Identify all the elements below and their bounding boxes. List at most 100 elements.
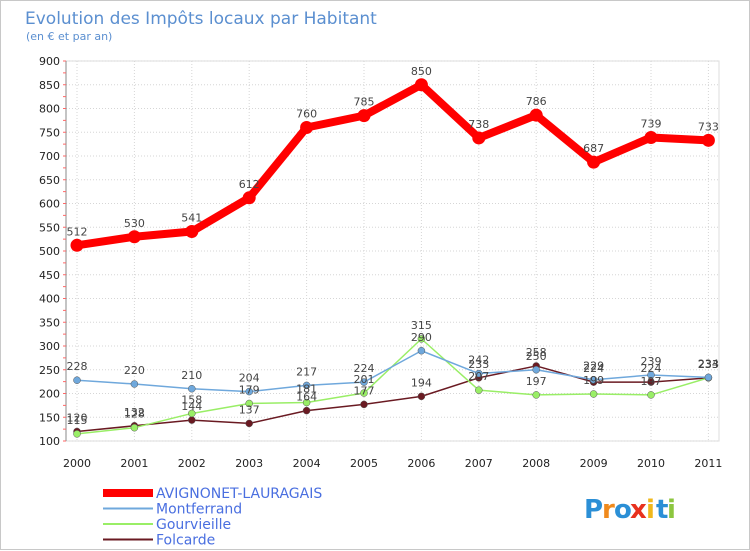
series-avignonet-lauragais	[70, 78, 715, 252]
data-point	[300, 121, 314, 134]
brand-letter: t	[656, 495, 668, 525]
data-label: 512	[67, 225, 88, 238]
data-point	[357, 109, 371, 123]
data-label: 530	[124, 217, 145, 230]
x-tick-label: 2000	[63, 457, 91, 470]
data-point	[529, 108, 543, 122]
data-label: 738	[468, 118, 489, 131]
data-point	[587, 155, 601, 169]
data-point	[647, 391, 655, 399]
brand-letter: i	[667, 495, 676, 525]
axes: 100 150 200 250 300 350 400 450 500 550 600 650 700 7…	[39, 55, 722, 470]
y-tick-label: 200	[39, 388, 60, 401]
data-point	[302, 381, 311, 390]
data-label: 220	[124, 364, 145, 377]
data-label: 612	[239, 178, 260, 191]
data-label: 204	[239, 372, 260, 385]
data-label: 120	[67, 412, 88, 425]
legend: AVIGNONET-LAURAGAISMontferrandGourvieill…	[103, 486, 322, 549]
data-point	[704, 373, 713, 382]
legend-label: AVIGNONET-LAURAGAIS	[156, 486, 322, 502]
data-point	[589, 375, 598, 384]
data-point	[127, 230, 141, 244]
data-label: 786	[526, 95, 547, 108]
proxiti-logo: Pr ox i ti	[584, 495, 676, 525]
data-point	[417, 347, 426, 355]
y-tick-label: 250	[39, 364, 60, 377]
y-tick-label: 500	[39, 245, 60, 258]
data-label: 115	[67, 414, 88, 427]
data-label: 687	[583, 142, 604, 155]
data-point	[73, 430, 81, 438]
data-label: 234	[698, 357, 719, 370]
data-label: 229	[583, 360, 604, 373]
data-label: 144	[181, 400, 202, 413]
x-tick-label: 2006	[407, 457, 435, 470]
y-tick-label: 100	[39, 435, 60, 448]
x-tick-label: 2002	[178, 457, 206, 470]
y-tick-label: 700	[39, 150, 60, 163]
x-tick-label: 2004	[293, 457, 321, 470]
x-tick-label: 2011	[694, 457, 722, 470]
y-tick-label: 350	[39, 316, 60, 329]
data-point	[242, 191, 256, 205]
brand-letter: r	[602, 495, 615, 525]
data-label: 233	[698, 358, 719, 371]
data-label: 177	[354, 384, 375, 397]
x-tick-label: 2008	[522, 457, 550, 470]
brand-letter: o	[614, 495, 632, 525]
data-label: 197	[526, 375, 547, 388]
data-label: 233	[698, 358, 719, 371]
data-label: 132	[124, 406, 145, 419]
data-point	[360, 389, 368, 397]
data-point	[360, 400, 368, 409]
data-point	[417, 335, 426, 343]
y-tick-label: 150	[39, 411, 60, 424]
data-point	[475, 369, 483, 378]
y-tick-label: 550	[39, 221, 60, 234]
y-tick-label: 850	[39, 79, 60, 92]
data-label: 194	[411, 376, 432, 389]
y-tick-label: 750	[39, 126, 60, 139]
y-tick-label: 900	[39, 55, 60, 68]
y-tick-label: 300	[39, 340, 60, 353]
data-label: 217	[296, 365, 317, 378]
data-label: 164	[296, 391, 317, 404]
y-tick-label: 650	[39, 174, 60, 187]
data-point	[417, 392, 426, 401]
data-label: 541	[181, 212, 202, 225]
data-label: 224	[354, 362, 375, 375]
chart-subtitle: (en € et par an)	[26, 30, 112, 43]
data-label: 739	[641, 117, 662, 130]
data-label: 128	[124, 408, 145, 421]
y-tick-label: 800	[39, 103, 60, 116]
data-point	[188, 385, 196, 393]
series-line	[76, 365, 709, 433]
data-label: 785	[354, 96, 375, 109]
data-point	[245, 419, 253, 428]
x-tick-label: 2009	[580, 457, 608, 470]
series-line	[76, 80, 709, 250]
data-label: 242	[468, 354, 489, 367]
data-label: 733	[698, 120, 719, 133]
data-point	[644, 130, 658, 144]
series-folcarde	[73, 362, 713, 436]
data-point	[70, 238, 84, 252]
data-label: 210	[181, 369, 202, 382]
x-tick-label: 2007	[465, 457, 493, 470]
legend-label: Montferrand	[156, 502, 242, 518]
data-point	[475, 386, 483, 394]
data-label: 250	[526, 350, 547, 363]
data-point	[245, 387, 253, 396]
data-label: 228	[67, 360, 88, 373]
data-point	[414, 78, 428, 92]
data-label: 199	[583, 374, 604, 387]
series	[70, 78, 715, 438]
legend-label: Folcarde	[156, 533, 215, 549]
data-label: 258	[526, 346, 547, 359]
data-labels: 512 530 541 612 760 785 850 738 786 687 739 733 228 2…	[67, 65, 719, 427]
y-tick-label: 400	[39, 293, 60, 306]
data-point	[302, 406, 311, 415]
